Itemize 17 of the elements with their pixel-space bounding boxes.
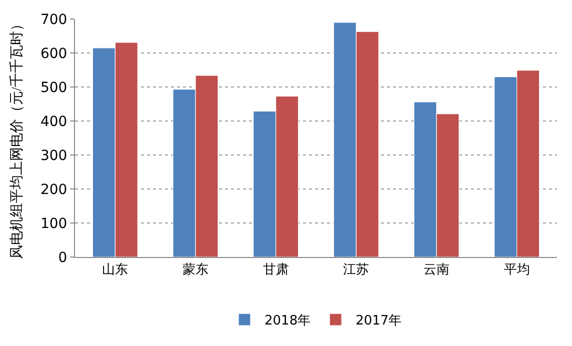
x-tick-label: 平均 [504,262,530,277]
x-tick-label: 江苏 [343,262,370,277]
y-tick-label: 400 [40,114,68,130]
y-axis-title: 风电机组平均上网电价（元/千千瓦时） [9,17,26,259]
legend-label: 2017年 [356,314,402,329]
y-tick-label: 700 [40,12,68,28]
y-tick-label: 300 [40,148,68,164]
y-tick-label: 100 [40,216,68,232]
y-tick-label: 600 [40,46,68,62]
x-tick-label: 甘肃 [262,262,289,277]
x-tick-label: 云南 [424,262,450,277]
legend-label: 2018年 [264,314,311,329]
y-tick-label: 0 [58,250,68,266]
x-tick-label: 山东 [102,262,128,277]
y-tick-label: 500 [40,80,68,96]
x-tick-label: 蒙东 [182,262,208,277]
y-tick-label: 200 [40,182,68,198]
